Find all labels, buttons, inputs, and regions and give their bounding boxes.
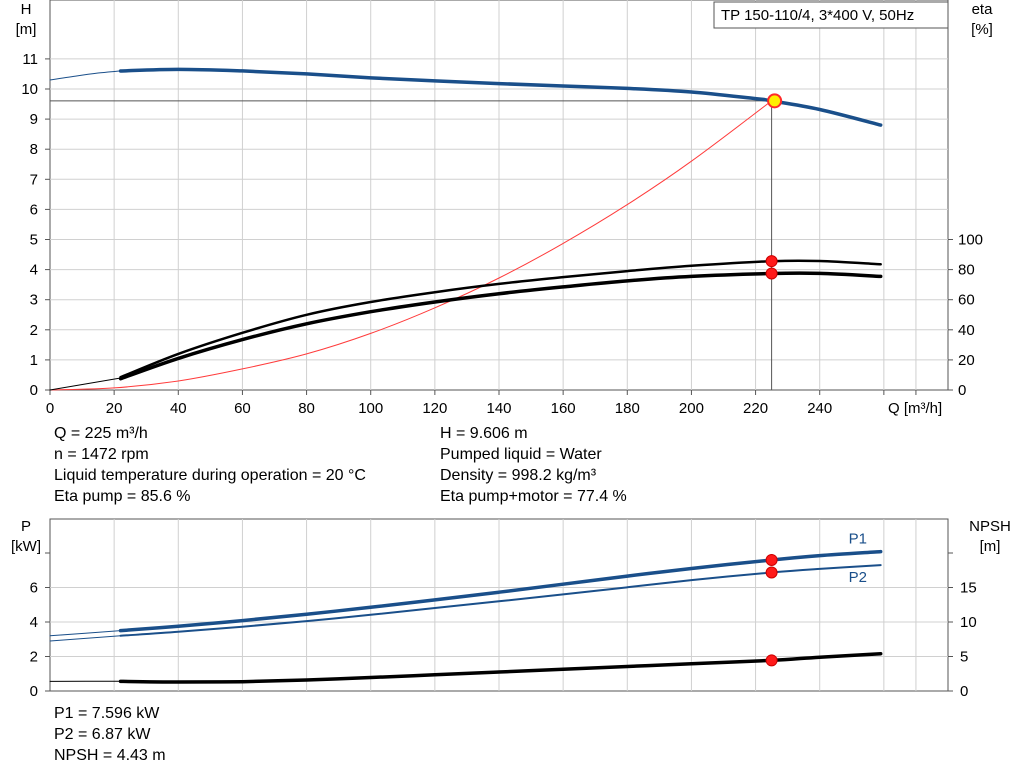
top-ylabel-left-2: [m] <box>16 21 37 38</box>
top-x-tick-label: 160 <box>551 400 576 417</box>
top-y-tick-label: 10 <box>21 81 38 98</box>
top-y-tick-label: 8 <box>30 141 38 158</box>
top-x-tick-label: 40 <box>170 400 187 417</box>
series-label-p1: P1 <box>849 531 867 548</box>
info-eta-pump: Eta pump = 85.6 % <box>54 488 191 505</box>
top-y-tick-label: 3 <box>30 292 38 309</box>
top-y-tick-label: 4 <box>30 262 38 279</box>
top-y-tick-label: 9 <box>30 111 38 128</box>
info-npsh: NPSH = 4.43 m <box>54 747 166 764</box>
bottom-y-tick-label: 4 <box>30 614 38 631</box>
top-y2-tick-label: 0 <box>958 382 966 399</box>
info-top-left: Q = 225 m³/h n = 1472 rpm Liquid tempera… <box>54 423 366 507</box>
top-x-tick-label: 240 <box>807 400 832 417</box>
eta-pump-motor-point <box>765 267 778 280</box>
top-y2-tick-label: 40 <box>958 322 975 339</box>
info-density: Density = 998.2 kg/m³ <box>440 467 597 484</box>
bottom-points <box>765 553 778 667</box>
bottom-y-tick-label: 0 <box>30 683 38 700</box>
p2-point <box>765 566 778 579</box>
eta-pump-point <box>765 255 778 268</box>
bottom-ylabel-left-1: P <box>21 518 31 535</box>
top-curve-head <box>118 67 883 127</box>
series-label-p2: P2 <box>849 569 867 586</box>
top-y2-tick-label: 20 <box>958 352 975 369</box>
top-curve-head-extension <box>49 70 122 81</box>
bottom-curve-P1-extension <box>49 630 122 637</box>
top-ylabel-left-1: H <box>21 1 32 18</box>
bottom-ylabel-left-2: [kW] <box>11 538 41 555</box>
chart-title: TP 150-110/4, 3*400 V, 50Hz <box>721 7 914 24</box>
info-speed: n = 1472 rpm <box>54 446 149 463</box>
bottom-y-tick-label: 2 <box>30 649 38 666</box>
duty-point <box>767 93 783 109</box>
p1-point <box>765 553 778 566</box>
top-x-tick-label: 180 <box>615 400 640 417</box>
top-points <box>765 93 783 280</box>
bottom-y2-tick-label: 10 <box>960 614 977 631</box>
info-bottom: P1 = 7.596 kW P2 = 6.87 kW NPSH = 4.43 m <box>54 703 166 766</box>
top-x-tick-label: 220 <box>743 400 768 417</box>
top-y2-tick-label: 60 <box>958 292 975 309</box>
top-grid <box>50 0 948 390</box>
top-x-tick-label: 0 <box>46 400 54 417</box>
top-ylabel-right-1: eta <box>972 1 994 18</box>
top-y-tick-label: 6 <box>30 201 38 218</box>
bottom-series-labels: P1 P2 <box>849 531 867 586</box>
top-curve-eta-extension <box>49 377 122 391</box>
top-x-tick-label: 100 <box>358 400 383 417</box>
info-flow: Q = 225 m³/h <box>54 425 148 442</box>
top-y-tick-label: 2 <box>30 322 38 339</box>
top-y-tick-label: 5 <box>30 232 38 249</box>
info-eta-pump-motor: Eta pump+motor = 77.4 % <box>440 488 627 505</box>
bottom-ylabel-right-2: [m] <box>980 538 1001 555</box>
top-y-tick-label: 1 <box>30 352 38 369</box>
bottom-y-tick-label: 6 <box>30 580 38 597</box>
info-p1: P1 = 7.596 kW <box>54 705 160 722</box>
info-head: H = 9.606 m <box>440 425 528 442</box>
top-y2-tick-label: 80 <box>958 262 975 279</box>
top-x-tick-label: 60 <box>234 400 251 417</box>
bottom-ticks: 0 2 4 6 0 5 10 15 <box>30 552 977 700</box>
top-ylabel-right-2: [%] <box>971 21 993 38</box>
top-y-tick-label: 11 <box>22 51 38 68</box>
top-y-tick-label: 7 <box>30 171 38 188</box>
top-x-tick-label: 80 <box>298 400 315 417</box>
npsh-point <box>765 654 778 667</box>
info-liquid-temperature: Liquid temperature during operation = 20… <box>54 467 366 484</box>
top-x-tick-label: 200 <box>679 400 704 417</box>
bottom-y2-tick-label: 15 <box>960 580 977 597</box>
top-xlabel: Q [m³/h] <box>888 400 942 417</box>
info-pumped-liquid: Pumped liquid = Water <box>440 446 602 463</box>
top-ticks: 0 20 40 60 80 100 120 140 160 180 200 220 2400123456… <box>21 51 983 417</box>
top-y2-tick-label: 100 <box>958 232 983 249</box>
bottom-grid <box>50 519 948 691</box>
bottom-curve-P2-extension <box>49 635 122 642</box>
bottom-ylabel-right-1: NPSH <box>969 518 1011 535</box>
bottom-y2-tick-label: 0 <box>960 683 968 700</box>
info-p2: P2 = 6.87 kW <box>54 726 151 743</box>
chart-title-box <box>713 1 949 29</box>
top-x-tick-label: 140 <box>486 400 511 417</box>
info-top-right: H = 9.606 m Pumped liquid = Water Densit… <box>440 423 627 507</box>
top-y-tick-label: 0 <box>30 382 38 399</box>
top-x-tick-label: 20 <box>106 400 123 417</box>
top-curve-system-curve <box>49 100 773 391</box>
top-x-tick-label: 120 <box>422 400 447 417</box>
bottom-y2-tick-label: 5 <box>960 649 968 666</box>
